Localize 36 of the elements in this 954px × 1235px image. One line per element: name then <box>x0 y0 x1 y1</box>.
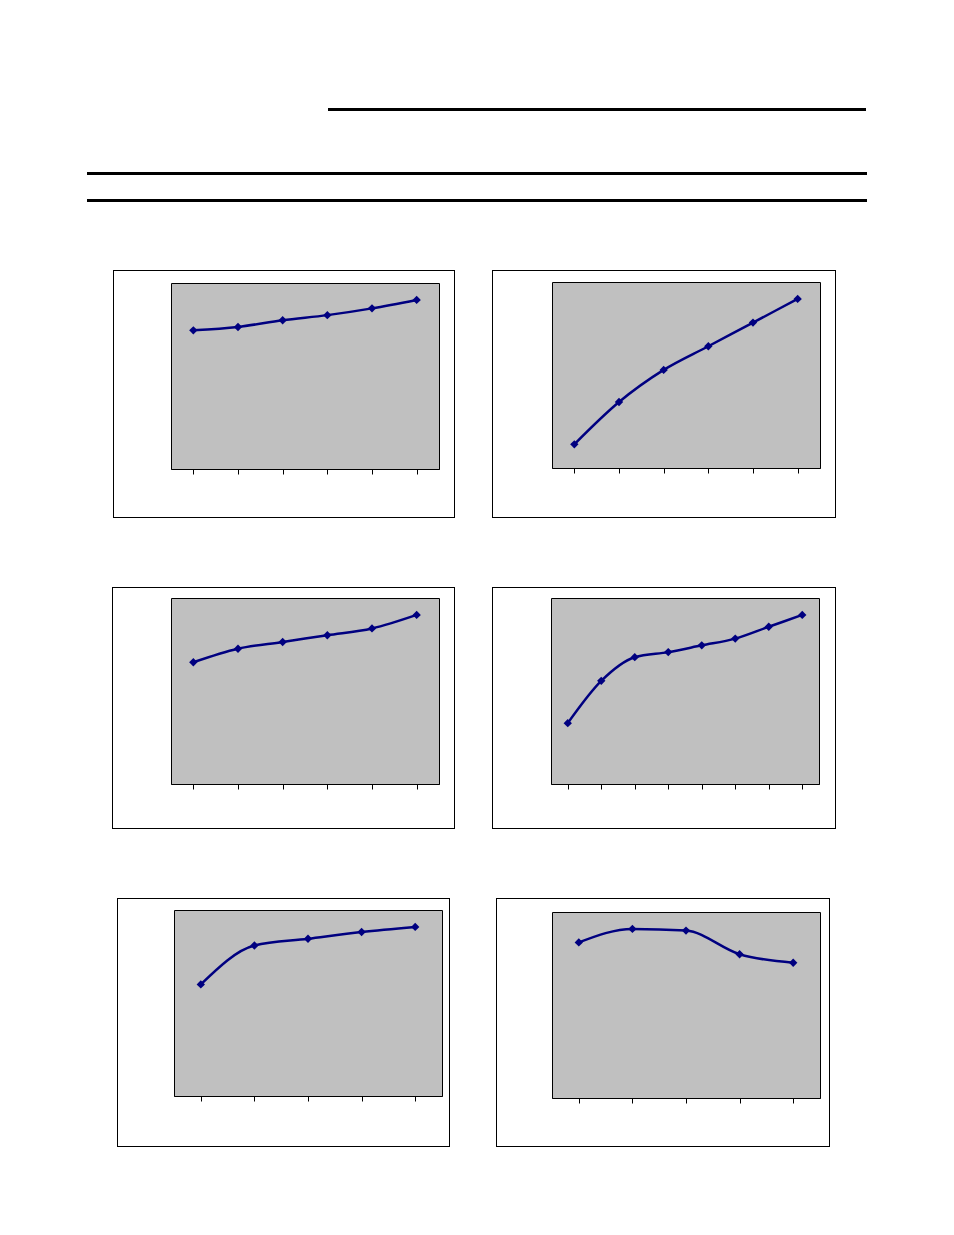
point <box>764 622 773 631</box>
point <box>196 980 205 989</box>
point <box>233 644 243 653</box>
point <box>323 631 332 640</box>
point <box>278 637 287 647</box>
point <box>731 634 740 643</box>
point <box>189 658 198 667</box>
point <box>303 934 313 943</box>
point <box>789 958 798 967</box>
point <box>630 653 639 662</box>
point <box>574 938 583 947</box>
point <box>614 397 624 407</box>
point <box>412 295 421 305</box>
point <box>570 440 579 449</box>
point <box>793 294 802 304</box>
point <box>563 718 572 728</box>
point <box>357 927 366 937</box>
point <box>697 641 706 650</box>
point <box>681 926 691 935</box>
point <box>735 950 744 959</box>
point <box>323 310 332 320</box>
point <box>748 318 758 327</box>
point <box>233 322 243 332</box>
point <box>412 610 421 620</box>
point <box>367 624 377 633</box>
point <box>250 941 259 950</box>
point <box>659 365 668 375</box>
point <box>278 316 287 325</box>
point <box>411 922 420 932</box>
point <box>628 924 637 934</box>
point <box>798 610 807 620</box>
point <box>367 304 377 313</box>
point <box>189 326 198 335</box>
point <box>704 342 713 351</box>
point <box>597 676 606 686</box>
point <box>664 647 673 657</box>
